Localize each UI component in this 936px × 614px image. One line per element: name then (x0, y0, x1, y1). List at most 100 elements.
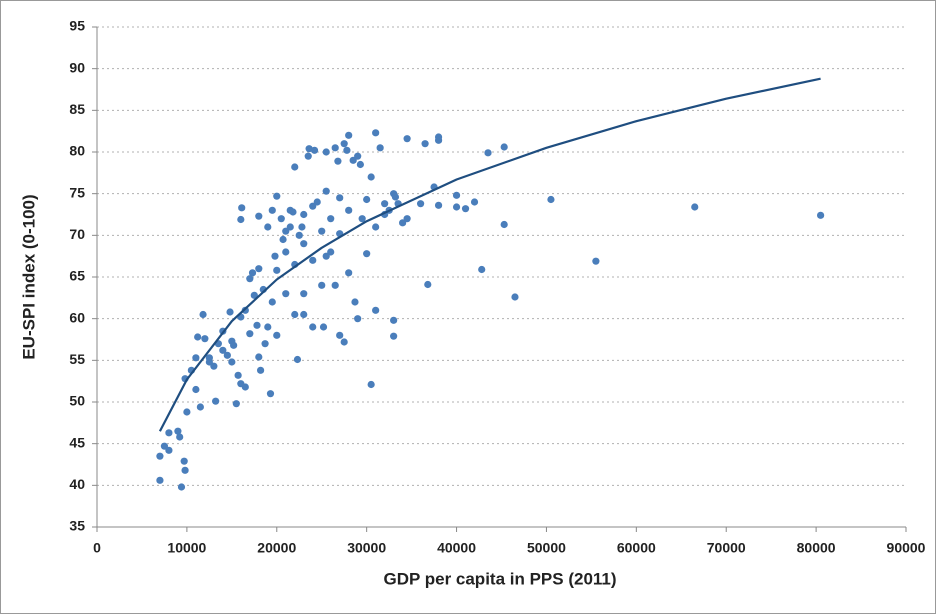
point (271, 252, 279, 260)
point (300, 210, 308, 219)
point (273, 266, 281, 274)
point (331, 281, 339, 289)
x-tick-label: 10000 (167, 540, 206, 556)
point (277, 215, 285, 223)
point (264, 223, 272, 231)
point (313, 198, 321, 206)
point (343, 146, 351, 154)
point (176, 433, 184, 441)
point (511, 293, 519, 301)
point (381, 200, 389, 208)
point (372, 129, 380, 137)
x-tick-label: 80000 (797, 540, 836, 556)
point (354, 152, 362, 160)
point (181, 466, 189, 474)
point (177, 483, 186, 491)
y-tick-label: 75 (69, 184, 85, 200)
point (219, 346, 227, 354)
y-tick-label: 55 (69, 351, 85, 367)
point (309, 256, 317, 264)
y-tick-label: 35 (69, 518, 85, 534)
point (300, 240, 308, 248)
point (322, 187, 330, 195)
point (256, 366, 265, 374)
x-tick-label: 20000 (257, 540, 296, 556)
y-tick-label: 40 (69, 476, 85, 492)
point (434, 136, 443, 144)
point (282, 248, 290, 256)
point (310, 146, 319, 154)
x-tick-label: 70000 (707, 540, 746, 556)
point (592, 257, 600, 265)
point (289, 208, 297, 216)
point (205, 358, 213, 366)
point (318, 227, 326, 235)
point (403, 135, 411, 143)
point (470, 198, 479, 206)
point (196, 403, 204, 411)
point (230, 341, 238, 349)
point (238, 204, 246, 212)
point (376, 144, 384, 152)
x-tick-label: 40000 (437, 540, 476, 556)
point (817, 211, 825, 219)
point (286, 223, 294, 231)
point (165, 446, 173, 454)
point (226, 308, 234, 316)
y-tick-label: 65 (69, 268, 85, 284)
y-tick-label: 95 (69, 18, 85, 34)
point (234, 371, 242, 379)
point (363, 250, 371, 258)
point (340, 338, 348, 346)
point (547, 195, 555, 204)
point (434, 201, 443, 209)
point (461, 205, 470, 213)
point (255, 265, 263, 273)
point (367, 380, 375, 389)
point (241, 306, 249, 314)
point (268, 206, 276, 214)
point (300, 290, 308, 298)
point (237, 215, 245, 224)
point (291, 310, 299, 319)
point (273, 331, 281, 339)
y-tick-label: 80 (69, 143, 85, 159)
point (363, 195, 371, 204)
point (212, 397, 220, 405)
point (250, 291, 258, 299)
point (500, 143, 508, 151)
point (282, 290, 290, 298)
point (293, 355, 302, 364)
point (340, 140, 348, 148)
point (291, 163, 299, 171)
point (300, 310, 308, 319)
point (309, 323, 317, 331)
point (334, 157, 342, 165)
y-tick-label: 60 (69, 309, 85, 325)
point (390, 316, 398, 324)
x-tick-label: 50000 (527, 540, 566, 556)
point (354, 315, 362, 323)
point (156, 452, 164, 460)
x-tick-label: 90000 (887, 540, 926, 556)
point (691, 203, 699, 211)
point (322, 148, 330, 156)
point (241, 383, 249, 391)
point (174, 427, 182, 435)
y-axis-title: EU-SPI index (0-100) (19, 194, 38, 359)
point (255, 353, 263, 361)
point (417, 200, 425, 208)
point (424, 280, 432, 289)
y-tick-label: 70 (69, 226, 85, 242)
point (156, 476, 164, 484)
point (484, 149, 492, 157)
point (358, 215, 366, 223)
point (194, 333, 202, 341)
point (403, 215, 411, 223)
point (223, 351, 231, 359)
point (372, 306, 380, 314)
point (478, 265, 486, 274)
y-tick-label: 90 (69, 59, 85, 75)
